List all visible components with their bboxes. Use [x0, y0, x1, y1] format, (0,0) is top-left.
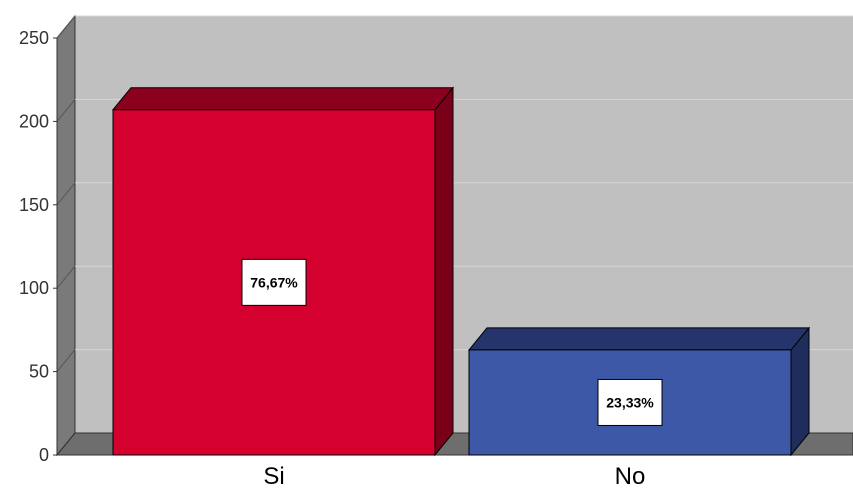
x-axis: Si No	[263, 463, 645, 490]
gridline-wall	[56, 349, 76, 372]
bar-group: 76,67%	[111, 86, 455, 457]
bars: 76,67% 23,33%	[111, 86, 811, 457]
y-tick-label: 0	[39, 445, 49, 465]
gridline-wall	[56, 182, 76, 206]
bar-side	[434, 86, 454, 457]
category-label: No	[615, 463, 646, 490]
data-label-box	[597, 378, 663, 426]
gridline-wall	[56, 99, 76, 122]
gridline-wall	[56, 265, 76, 289]
y-tick-label: 100	[19, 278, 49, 298]
data-label: 23,33%	[606, 394, 654, 410]
left-wall	[56, 14, 76, 457]
y-tick-label: 250	[19, 28, 49, 48]
y-axis: 0 50 100 150 200 250	[19, 28, 853, 465]
gridline-wall	[56, 15, 76, 39]
bar-top	[467, 327, 811, 351]
y-tick-label: 150	[19, 195, 49, 215]
data-label: 76,67%	[250, 274, 298, 290]
bar-top	[111, 87, 455, 111]
y-tick-label: 200	[19, 111, 49, 131]
bar-group: 23,33%	[467, 326, 811, 457]
category-label: Si	[263, 463, 284, 490]
y-tick-label: 50	[29, 362, 49, 382]
data-label-box	[241, 258, 307, 306]
